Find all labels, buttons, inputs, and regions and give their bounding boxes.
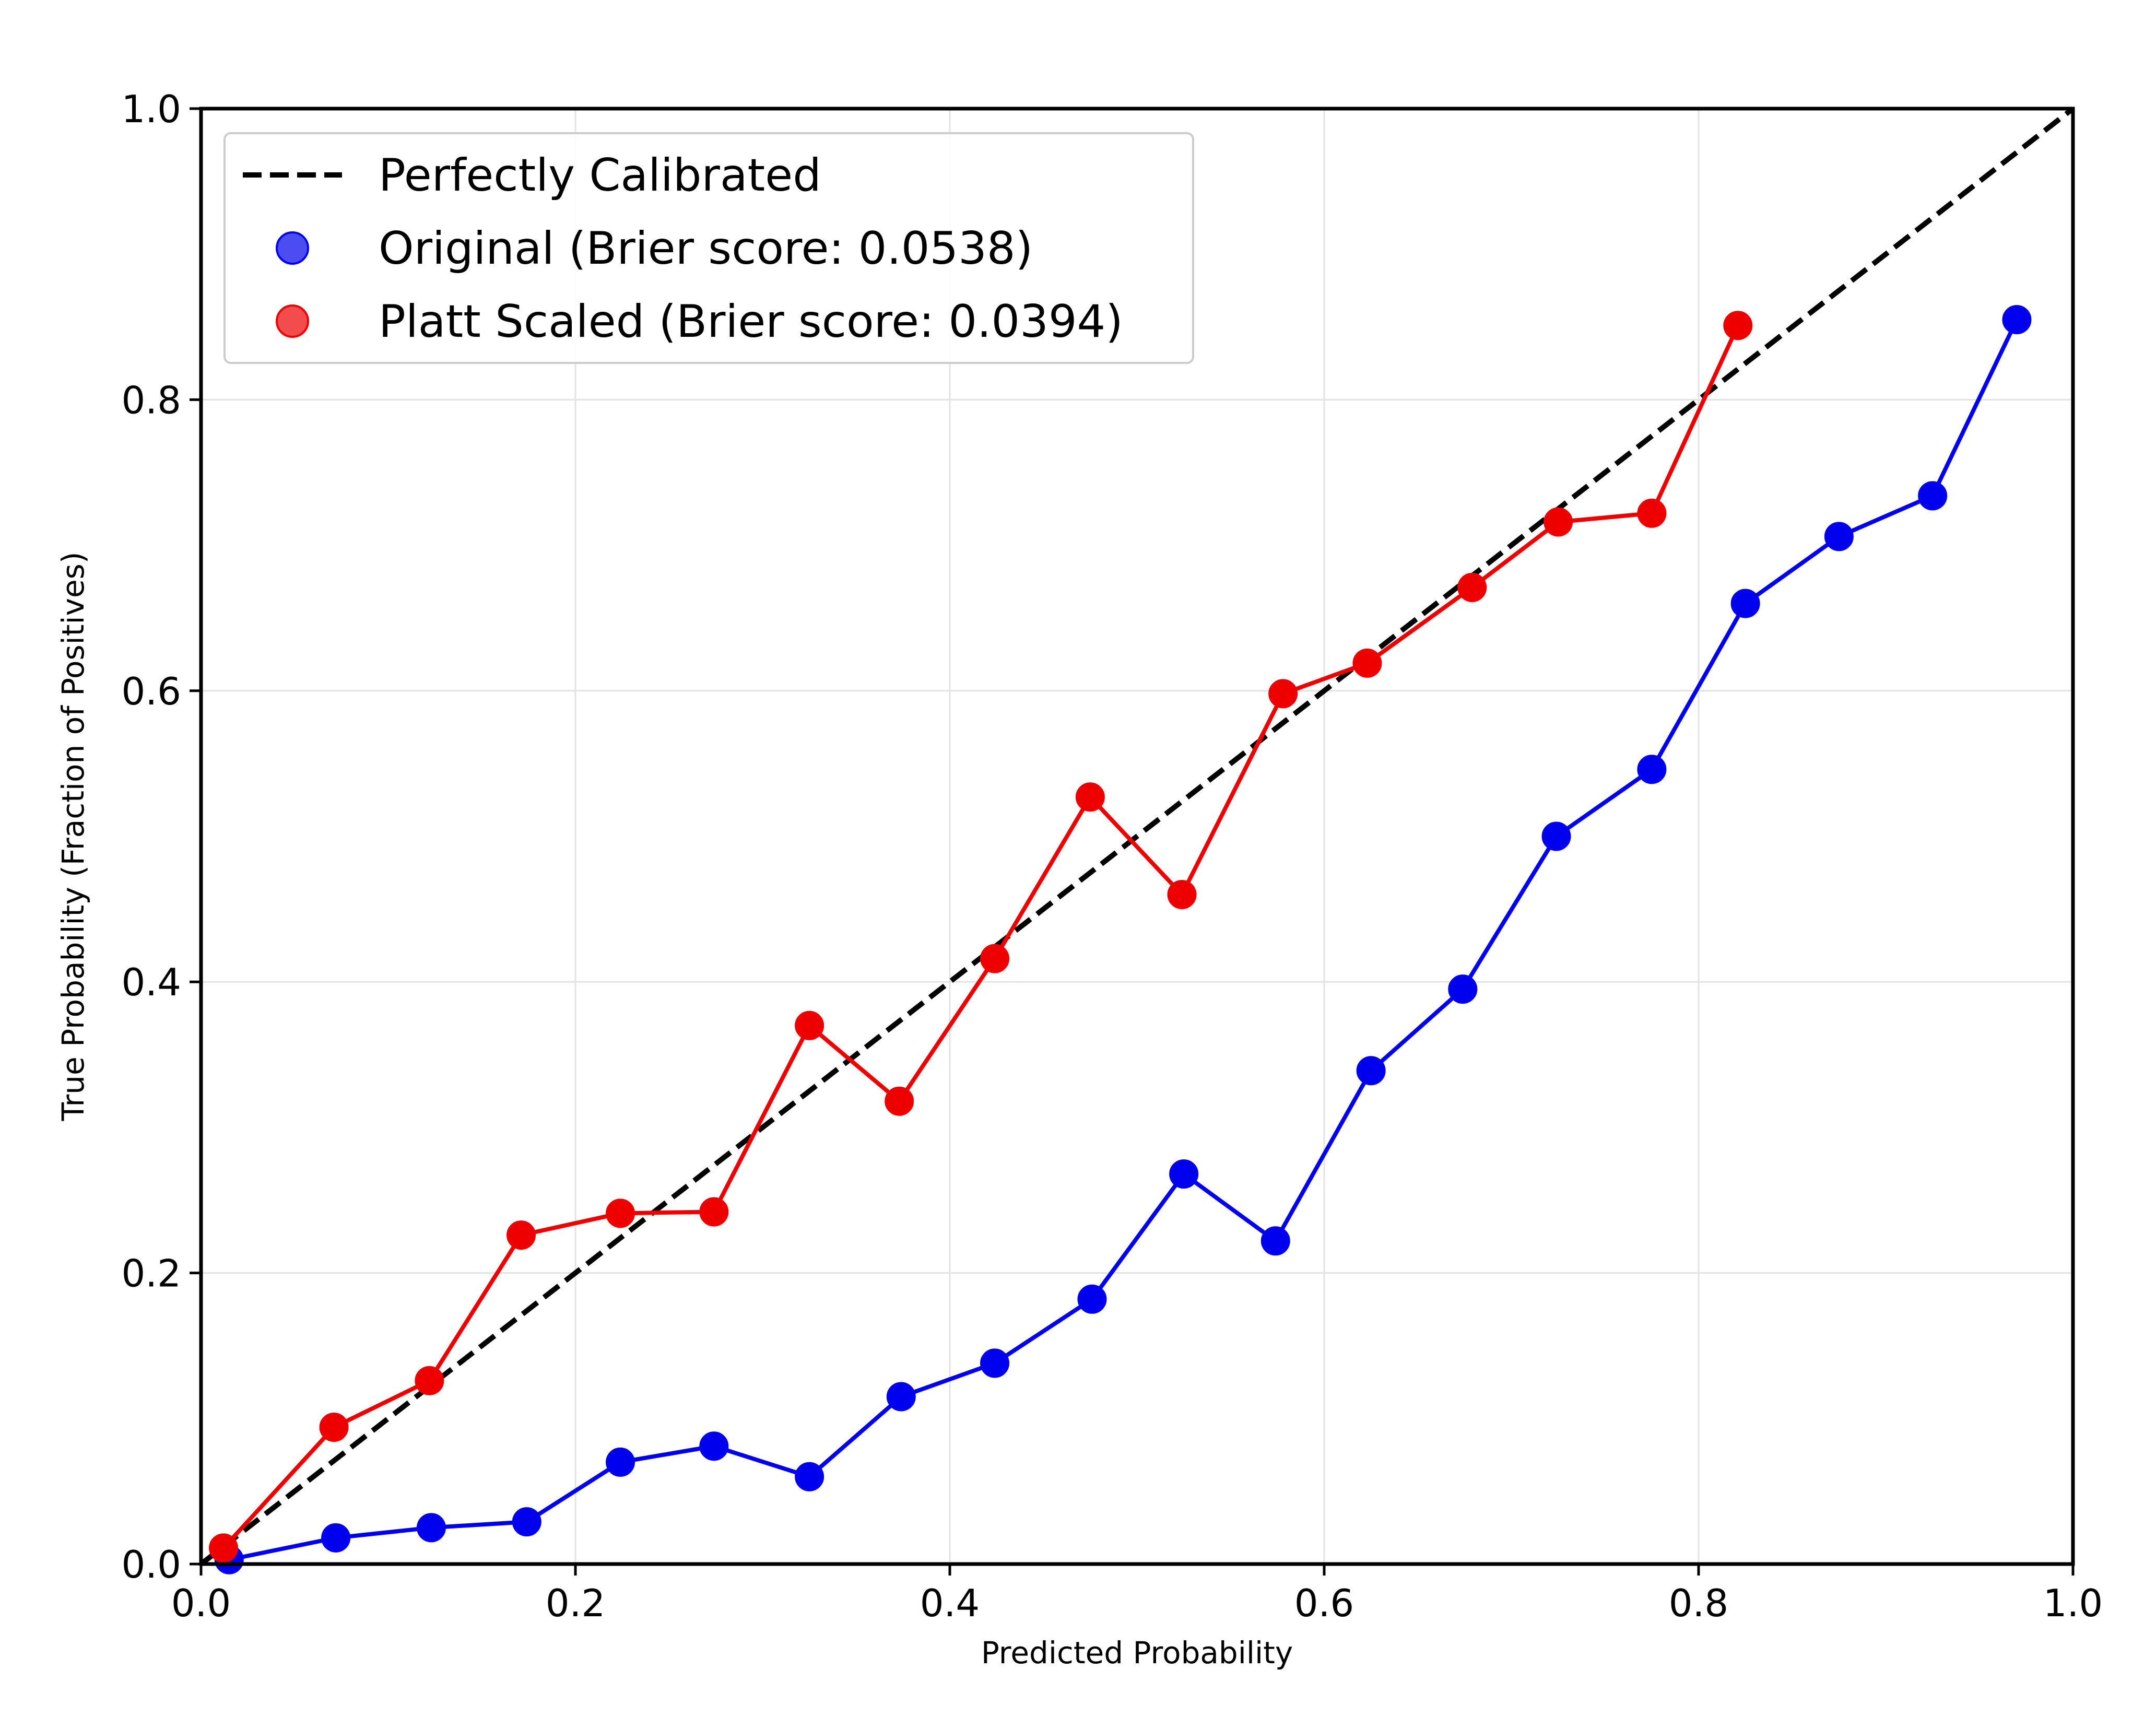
legend-platt-scaled-swatch xyxy=(276,304,309,338)
original-data-point xyxy=(1169,1159,1199,1189)
original-data-point xyxy=(1824,522,1854,551)
x-axis-label: Predicted Probability xyxy=(981,1635,1293,1671)
platt-scaled-data-point xyxy=(1075,782,1105,812)
platt-scaled-data-point xyxy=(606,1198,635,1228)
legend-box xyxy=(223,132,1194,364)
legend-platt-scaled-label: Platt Scaled (Brier score: 0.0394) xyxy=(379,296,1123,348)
platt-scaled-data-point xyxy=(319,1413,349,1442)
x-tick-label: 0.6 xyxy=(1294,1581,1354,1625)
original-data-point xyxy=(1541,821,1571,851)
original-data-point xyxy=(1730,589,1760,618)
platt-scaled-data-point xyxy=(415,1366,444,1395)
original-data-point xyxy=(699,1431,729,1461)
legend: Perfectly Calibrated Original (Brier sco… xyxy=(223,132,1194,364)
y-tick-label: 0.0 xyxy=(121,1543,181,1586)
legend-original-label: Original (Brier score: 0.0538) xyxy=(379,222,1033,275)
y-tick-label: 0.2 xyxy=(121,1252,181,1296)
original-data-point xyxy=(980,1348,1010,1378)
legend-original-swatch xyxy=(276,231,309,265)
y-tick-label: 1.0 xyxy=(121,87,181,131)
original-data-point xyxy=(606,1447,635,1477)
original-data-point xyxy=(512,1507,541,1537)
original-data-point xyxy=(1637,755,1667,784)
x-tick-label: 0.2 xyxy=(546,1581,606,1625)
platt-scaled-data-point xyxy=(980,944,1010,973)
original-data-point xyxy=(1448,974,1478,1004)
platt-scaled-data-point xyxy=(795,1010,824,1040)
plot-frame xyxy=(199,107,2075,1566)
platt-scaled-data-point xyxy=(506,1220,536,1250)
original-data-point xyxy=(1260,1226,1290,1256)
platt-scaled-data-point xyxy=(209,1533,239,1563)
reference-line-layer xyxy=(199,107,2075,1566)
original-data-point xyxy=(1918,481,1948,511)
platt-scaled-data-point xyxy=(1167,879,1197,909)
original-data-point xyxy=(416,1513,446,1543)
x-tick-label: 0.4 xyxy=(920,1581,980,1625)
platt-scaled-data-point xyxy=(1544,507,1573,537)
platt-scaled-data-point xyxy=(699,1197,729,1227)
original-data-point xyxy=(886,1382,916,1412)
original-data-point xyxy=(1077,1284,1107,1314)
legend-reference-label: Perfectly Calibrated xyxy=(379,149,821,202)
x-tick-label: 0.0 xyxy=(171,1581,231,1625)
platt-scaled-data-point xyxy=(1268,679,1298,709)
original-data-point xyxy=(2002,305,2032,335)
platt-scaled-data-point xyxy=(1637,498,1667,528)
original-data-point xyxy=(1356,1056,1386,1086)
x-tick-label: 0.8 xyxy=(1669,1581,1729,1625)
original-series-line xyxy=(228,319,2019,1562)
y-tick-label: 0.8 xyxy=(121,378,181,422)
y-tick-label: 0.4 xyxy=(121,960,181,1004)
original-data-point xyxy=(795,1462,824,1491)
platt-scaled-data-point xyxy=(1352,648,1382,678)
original-data-point xyxy=(321,1523,351,1553)
platt-scaled-data-point xyxy=(885,1086,914,1116)
y-axis-label: True Probability (Fraction of Positives) xyxy=(55,551,91,1121)
x-tick-label: 1.0 xyxy=(2043,1581,2103,1625)
platt-scaled-data-point xyxy=(1457,572,1487,602)
ticks-layer: 0.0 0.2 0.4 0.6 0.8 1.0 0.0 0.2 0.4 0.6 0.8 1.0 xyxy=(121,87,2103,1625)
y-tick-label: 0.6 xyxy=(121,669,181,713)
platt-scaled-data-point xyxy=(1723,311,1753,340)
perfectly-calibrated-line xyxy=(199,107,2075,1566)
series-layer xyxy=(209,305,2032,1574)
